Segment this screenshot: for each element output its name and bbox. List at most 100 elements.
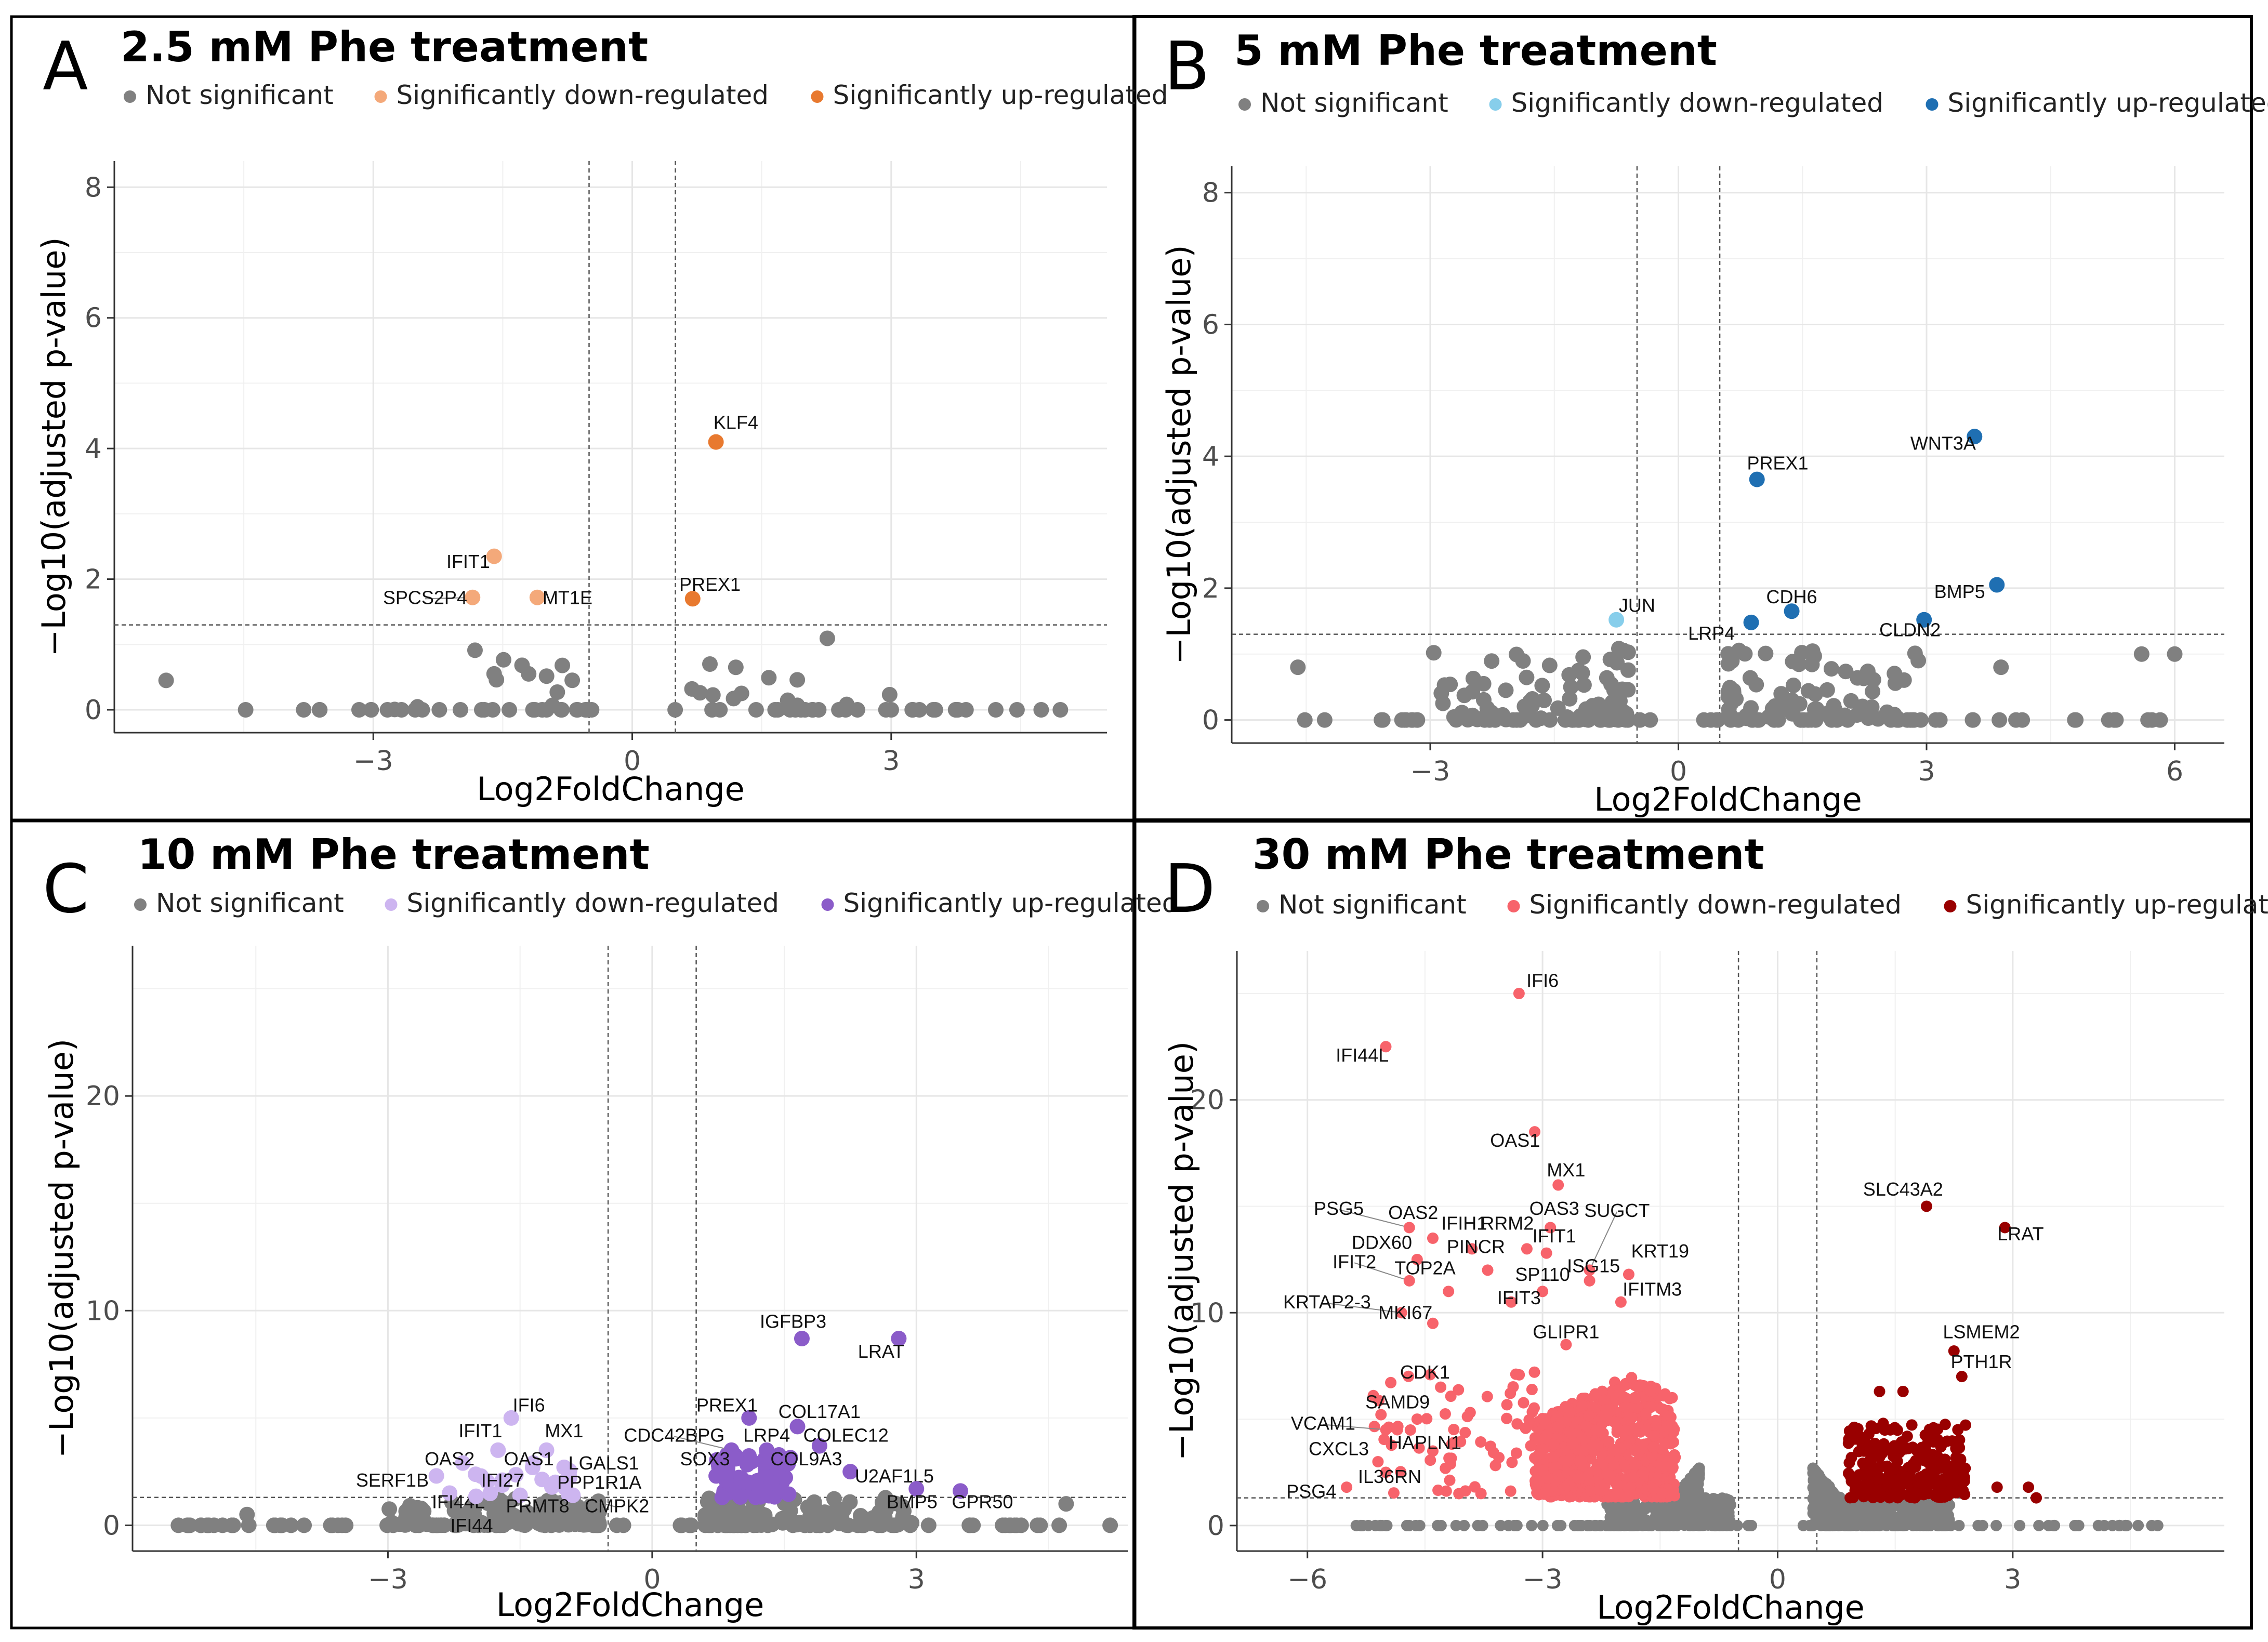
down-point <box>1647 1441 1659 1453</box>
y-axis-label: −Log10(adjusted p-value) <box>1160 245 1198 664</box>
ns-point <box>1865 683 1881 699</box>
ns-point <box>1885 1502 1897 1514</box>
gene-label: PSG4 <box>1286 1481 1336 1502</box>
ns-point <box>1498 682 1514 698</box>
plot-area <box>133 946 1128 1551</box>
gene-point <box>1427 1317 1439 1329</box>
y-tick-label: 10 <box>86 1295 120 1327</box>
gene-label: IFI6 <box>513 1394 545 1415</box>
down-point <box>1538 1488 1550 1500</box>
ns-point <box>2167 646 2183 662</box>
gene-label: BMP5 <box>887 1491 938 1512</box>
ns-point <box>1052 702 1069 718</box>
down-point <box>1464 1407 1476 1419</box>
down-point <box>1501 1399 1513 1411</box>
up-point <box>1954 1434 1966 1446</box>
ns-point <box>1658 1513 1670 1525</box>
panel-b: B 5 mM Phe treatment Not significant Signif… <box>1160 27 2268 818</box>
up-point <box>1876 1473 1888 1485</box>
x-tick-label: −3 <box>1523 1564 1563 1595</box>
down-point <box>1432 1484 1444 1496</box>
up-point <box>1942 1468 1954 1480</box>
gene-point <box>759 1442 775 1458</box>
up-point <box>744 1453 760 1469</box>
ns-point <box>1573 708 1589 724</box>
gene-label: BMP5 <box>1934 581 1985 602</box>
gene-label: CDK1 <box>1400 1361 1450 1383</box>
down-point <box>1528 1366 1540 1378</box>
down-point <box>1455 1436 1467 1448</box>
ns-point <box>549 684 565 700</box>
gene-point <box>728 1451 744 1467</box>
y-tick-label: 2 <box>85 564 102 595</box>
ns-point <box>2106 712 2122 728</box>
panel-a: A 2.5 mM Phe treatment Not significant Sign… <box>35 23 1168 808</box>
down-point <box>1489 1460 1501 1472</box>
ns-point <box>878 702 894 718</box>
down-point <box>1572 1472 1584 1484</box>
gene-label: COLEC12 <box>803 1424 889 1446</box>
gene-label: GLIPR1 <box>1533 1321 1599 1342</box>
gene-point <box>428 1468 444 1484</box>
ns-point <box>1679 1493 1691 1505</box>
ns-point <box>1563 679 1579 695</box>
legend-item: Not significant <box>156 888 344 918</box>
gene-label: KRTAP2-3 <box>1283 1291 1371 1313</box>
ns-point <box>267 1517 283 1533</box>
ns-point <box>296 1517 312 1533</box>
ns-point <box>1915 1518 1927 1530</box>
down-point <box>1533 1475 1545 1487</box>
up-point <box>1910 1487 1922 1499</box>
down-point <box>1629 1445 1641 1456</box>
gene-label: PREX1 <box>679 574 741 595</box>
x-tick-label: −6 <box>1287 1564 1327 1595</box>
ns-point <box>1355 1519 1367 1531</box>
up-point <box>1901 1431 1913 1442</box>
ns-point <box>894 1515 910 1531</box>
ns-point <box>1498 711 1514 727</box>
down-point <box>1375 1409 1387 1421</box>
ns-point <box>283 1517 299 1533</box>
ns-point <box>609 1517 625 1533</box>
ns-point <box>1576 677 1592 693</box>
legend-item: Significantly down-regulated <box>397 80 769 110</box>
ns-point <box>1472 1519 1484 1531</box>
up-point <box>1870 1423 1882 1435</box>
gene-point <box>1403 1275 1415 1287</box>
legend-item: Significantly down-regulated <box>407 888 779 918</box>
down-point <box>468 1466 484 1482</box>
ns-point <box>1102 1517 1118 1533</box>
ns-point <box>1403 1519 1415 1531</box>
ns-point <box>1426 645 1442 661</box>
ns-point <box>476 702 492 718</box>
gene-label: LGALS1 <box>569 1452 639 1474</box>
gene-label: CMPK2 <box>585 1495 649 1517</box>
ns-point <box>338 1517 354 1533</box>
down-point <box>1654 1402 1666 1414</box>
gene-label: IFI6 <box>1526 970 1559 991</box>
ns-point <box>1051 1517 1067 1533</box>
down-point <box>1612 1479 1624 1491</box>
up-point <box>714 1489 730 1505</box>
gene-point <box>1956 1371 1968 1383</box>
down-point <box>1626 1372 1638 1384</box>
ns-point <box>502 702 518 718</box>
ns-point <box>805 702 821 718</box>
down-point <box>1664 1393 1676 1405</box>
ns-point <box>1724 1499 1736 1511</box>
ns-point <box>1758 645 1774 661</box>
ns-point <box>480 1517 496 1533</box>
ns-point <box>1602 652 1618 668</box>
y-tick-label: 8 <box>85 172 102 203</box>
not-significant-points <box>1290 641 2183 728</box>
ns-point <box>789 697 806 713</box>
gene-point <box>1608 612 1625 628</box>
gene-label: CXCL3 <box>1309 1438 1369 1460</box>
down-point <box>1576 1455 1588 1467</box>
ns-point <box>1589 1519 1601 1531</box>
down-point <box>482 1486 498 1502</box>
ns-point <box>1850 670 1866 686</box>
gene-label: VCAM1 <box>1291 1413 1355 1434</box>
ns-point <box>1585 703 1601 719</box>
down-point <box>1626 1412 1638 1424</box>
